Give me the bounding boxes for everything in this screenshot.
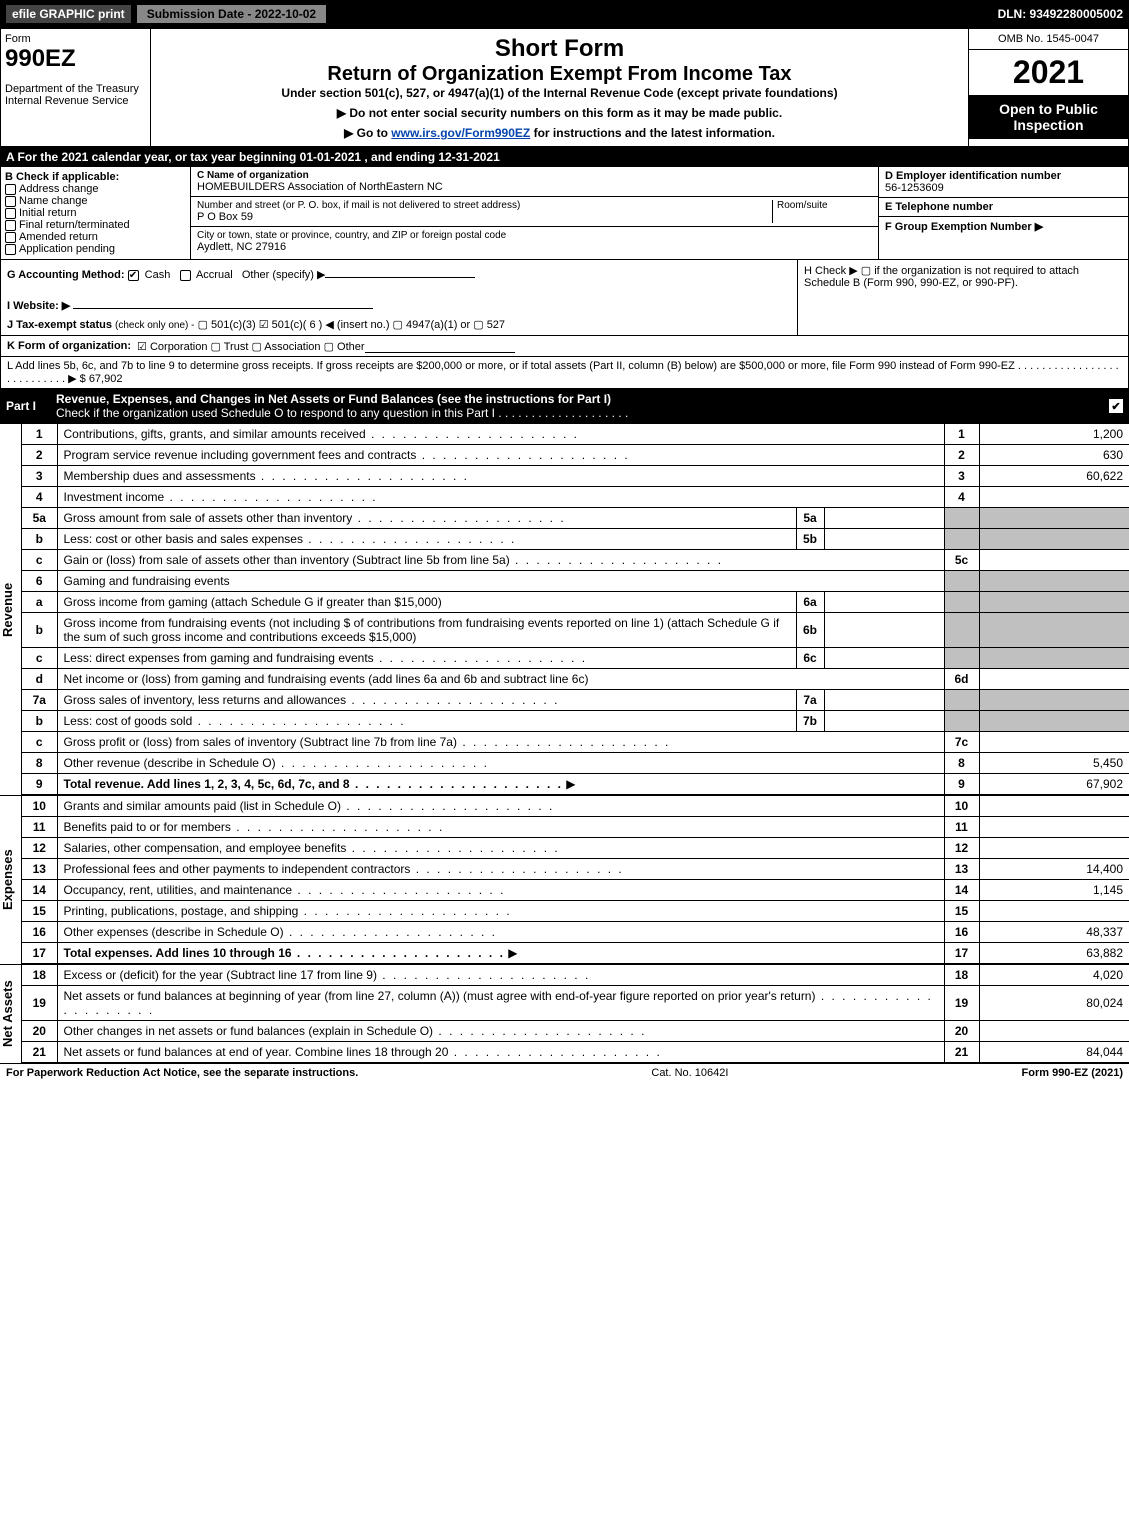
info-grid: B Check if applicable: Address change Na…	[0, 167, 1129, 260]
header-center: Short Form Return of Organization Exempt…	[151, 29, 968, 146]
goto-link[interactable]: www.irs.gov/Form990EZ	[391, 126, 530, 140]
part1-header: Part I Revenue, Expenses, and Changes in…	[0, 389, 1129, 423]
section-def: D Employer identification number 56-1253…	[878, 167, 1128, 259]
under-section: Under section 501(c), 527, or 4947(a)(1)…	[161, 86, 958, 100]
part1-label: Part I	[6, 399, 56, 413]
revenue-section: Revenue 1Contributions, gifts, grants, a…	[0, 423, 1129, 795]
top-bar: efile GRAPHIC print Submission Date - 20…	[0, 0, 1129, 28]
expenses-table: 10Grants and similar amounts paid (list …	[22, 795, 1129, 964]
org-address: P O Box 59	[197, 211, 772, 223]
addr-label: Number and street (or P. O. box, if mail…	[197, 200, 772, 211]
ein-value: 56-1253609	[885, 182, 1122, 194]
section-b: B Check if applicable: Address change Na…	[1, 167, 191, 259]
irs-label: Internal Revenue Service	[5, 95, 146, 107]
netassets-side-label: Net Assets	[0, 964, 22, 1063]
e-label: E Telephone number	[885, 201, 1122, 213]
return-title: Return of Organization Exempt From Incom…	[161, 63, 958, 86]
footer-left: For Paperwork Reduction Act Notice, see …	[6, 1067, 358, 1079]
chk-accrual[interactable]	[180, 270, 191, 281]
form-header: Form 990EZ Department of the Treasury In…	[0, 28, 1129, 147]
header-right: OMB No. 1545-0047 2021 Open to Public In…	[968, 29, 1128, 146]
chk-initial-return[interactable]: Initial return	[5, 207, 186, 219]
k-l-rows: K Form of organization: ☑ Corporation ▢ …	[0, 336, 1129, 357]
org-name: HOMEBUILDERS Association of NorthEastern…	[197, 181, 872, 193]
revenue-table: 1Contributions, gifts, grants, and simil…	[22, 423, 1129, 795]
dln-number: DLN: 93492280005002	[998, 7, 1123, 21]
i-label: I Website: ▶	[7, 300, 70, 312]
section-b-title: B Check if applicable:	[5, 171, 186, 183]
d-label: D Employer identification number	[885, 170, 1122, 182]
efile-label: efile GRAPHIC print	[6, 5, 131, 23]
chk-address-change[interactable]: Address change	[5, 183, 186, 195]
page-footer: For Paperwork Reduction Act Notice, see …	[0, 1063, 1129, 1082]
chk-cash[interactable]	[128, 270, 139, 281]
form-label: Form	[5, 33, 146, 45]
expenses-section: Expenses 10Grants and similar amounts pa…	[0, 795, 1129, 964]
goto-line: ▶ Go to www.irs.gov/Form990EZ for instru…	[161, 126, 958, 140]
form-number: 990EZ	[5, 45, 146, 73]
k-opts: ☑ Corporation ▢ Trust ▢ Association ▢ Ot…	[137, 340, 365, 353]
goto-pre: ▶ Go to	[344, 126, 391, 140]
goto-post: for instructions and the latest informat…	[534, 126, 775, 140]
submission-date: Submission Date - 2022-10-02	[135, 3, 328, 25]
g-label: G Accounting Method:	[7, 269, 125, 281]
chk-application-pending[interactable]: Application pending	[5, 243, 186, 255]
expenses-side-label: Expenses	[0, 795, 22, 964]
section-c: C Name of organization HOMEBUILDERS Asso…	[191, 167, 878, 259]
short-form-title: Short Form	[161, 35, 958, 63]
org-city: Aydlett, NC 27916	[197, 241, 872, 253]
dept-label: Department of the Treasury	[5, 83, 146, 95]
h-text: H Check ▶ ▢ if the organization is not r…	[798, 260, 1128, 335]
part1-subtitle: Check if the organization used Schedule …	[56, 406, 628, 420]
footer-right: Form 990-EZ (2021)	[1022, 1067, 1123, 1079]
section-a-band: A For the 2021 calendar year, or tax yea…	[0, 147, 1129, 167]
j-note: (check only one) -	[115, 320, 194, 331]
open-to-public: Open to Public Inspection	[969, 95, 1128, 139]
header-left: Form 990EZ Department of the Treasury In…	[1, 29, 151, 146]
netassets-table: 18Excess or (deficit) for the year (Subt…	[22, 964, 1129, 1063]
f-label: F Group Exemption Number ▶	[885, 220, 1122, 233]
k-label: K Form of organization:	[7, 340, 131, 352]
chk-final-return[interactable]: Final return/terminated	[5, 219, 186, 231]
j-opts: ▢ 501(c)(3) ☑ 501(c)( 6 ) ◀ (insert no.)…	[198, 319, 505, 331]
do-not-enter: ▶ Do not enter social security numbers o…	[161, 106, 958, 120]
chk-name-change[interactable]: Name change	[5, 195, 186, 207]
footer-mid: Cat. No. 10642I	[358, 1067, 1021, 1079]
chk-amended-return[interactable]: Amended return	[5, 231, 186, 243]
tax-year: 2021	[969, 50, 1128, 95]
j-label: J Tax-exempt status	[7, 319, 112, 331]
revenue-side-label: Revenue	[0, 423, 22, 795]
g-h-box: G Accounting Method: Cash Accrual Other …	[0, 260, 1129, 336]
part1-schedule-o-chk[interactable]: ✔	[1109, 399, 1123, 413]
part1-title: Revenue, Expenses, and Changes in Net As…	[56, 392, 611, 406]
website-input[interactable]	[73, 295, 373, 309]
netassets-section: Net Assets 18Excess or (deficit) for the…	[0, 964, 1129, 1063]
city-label: City or town, state or province, country…	[197, 230, 872, 241]
l-row: L Add lines 5b, 6c, and 7b to line 9 to …	[0, 357, 1129, 389]
omb-number: OMB No. 1545-0047	[969, 29, 1128, 50]
room-label: Room/suite	[777, 200, 872, 211]
c-name-label: C Name of organization	[197, 170, 872, 181]
